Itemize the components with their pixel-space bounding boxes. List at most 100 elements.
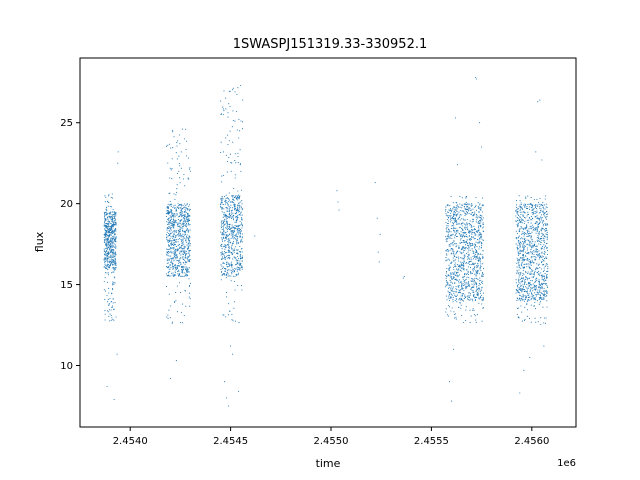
data-point [521, 237, 523, 239]
data-point [180, 264, 182, 266]
data-point [478, 290, 480, 292]
data-point [528, 281, 530, 283]
data-point [455, 246, 457, 248]
data-point [236, 263, 238, 265]
data-point [467, 207, 470, 209]
data-point [529, 241, 531, 243]
data-point [482, 217, 484, 219]
data-point [523, 300, 525, 302]
data-point [187, 269, 189, 271]
data-point [528, 277, 530, 279]
data-point [536, 291, 538, 293]
data-point [180, 266, 183, 268]
data-point [463, 261, 465, 263]
data-point [536, 293, 538, 295]
data-point [468, 209, 470, 211]
data-point [455, 256, 457, 258]
data-point [474, 233, 476, 235]
data-point [543, 275, 545, 277]
data-point [234, 207, 236, 209]
data-point [114, 244, 117, 246]
data-point [474, 300, 476, 302]
data-point [232, 89, 234, 91]
data-point [524, 227, 526, 229]
data-point [238, 251, 240, 253]
data-point [445, 236, 447, 238]
data-point [458, 223, 460, 225]
data-point [175, 274, 177, 276]
data-point [518, 258, 520, 261]
data-point [464, 242, 466, 244]
data-point [539, 266, 541, 268]
data-point [472, 262, 474, 264]
data-point [105, 265, 107, 267]
data-point [463, 257, 465, 259]
data-point [474, 253, 476, 255]
data-point [239, 240, 242, 242]
data-point [236, 198, 238, 200]
data-point [228, 275, 230, 277]
data-point [230, 204, 232, 206]
data-point [536, 268, 538, 270]
data-point [447, 290, 449, 292]
data-point-outlier [239, 130, 241, 132]
data-point [451, 273, 453, 275]
data-point [226, 238, 228, 240]
data-point [540, 298, 543, 300]
data-point [475, 271, 477, 273]
data-point [170, 216, 172, 218]
data-point [188, 244, 190, 246]
data-point [240, 201, 242, 203]
data-point [242, 236, 244, 238]
data-point [221, 265, 223, 267]
data-point [224, 240, 226, 242]
data-point [461, 210, 463, 212]
data-point [455, 252, 457, 254]
data-point [167, 213, 169, 215]
data-point [233, 206, 235, 208]
data-point [224, 270, 226, 272]
data-point [519, 247, 521, 249]
data-point [240, 222, 243, 224]
data-point [482, 263, 484, 265]
data-point [222, 108, 225, 110]
data-point [173, 220, 175, 222]
data-point [520, 206, 522, 208]
data-point [539, 203, 541, 205]
data-point [112, 225, 114, 227]
data-point [239, 267, 241, 269]
data-point [479, 296, 482, 298]
data-point [227, 134, 229, 136]
data-point [540, 216, 542, 218]
data-point [221, 239, 223, 241]
data-point [188, 210, 191, 212]
data-point [445, 227, 447, 229]
data-point [468, 249, 470, 251]
data-point [474, 281, 476, 283]
data-point [540, 275, 542, 277]
data-point [220, 231, 222, 233]
data-point [229, 227, 232, 229]
data-point [185, 253, 187, 255]
data-point [237, 87, 239, 89]
data-point [469, 258, 471, 260]
data-point [235, 268, 237, 270]
data-point [521, 250, 523, 252]
data-point [542, 256, 544, 258]
data-point [186, 224, 188, 226]
data-point [189, 204, 191, 206]
data-point [234, 196, 236, 198]
data-point [107, 243, 109, 245]
data-point [479, 277, 481, 279]
data-point [186, 228, 188, 230]
data-point [186, 261, 188, 263]
data-point [481, 205, 483, 207]
data-point [241, 227, 243, 229]
data-point [182, 254, 185, 256]
data-point [466, 213, 468, 215]
data-point [230, 234, 232, 236]
data-point [228, 103, 230, 105]
data-point [175, 258, 177, 260]
data-point [223, 230, 225, 232]
data-point [528, 293, 530, 295]
